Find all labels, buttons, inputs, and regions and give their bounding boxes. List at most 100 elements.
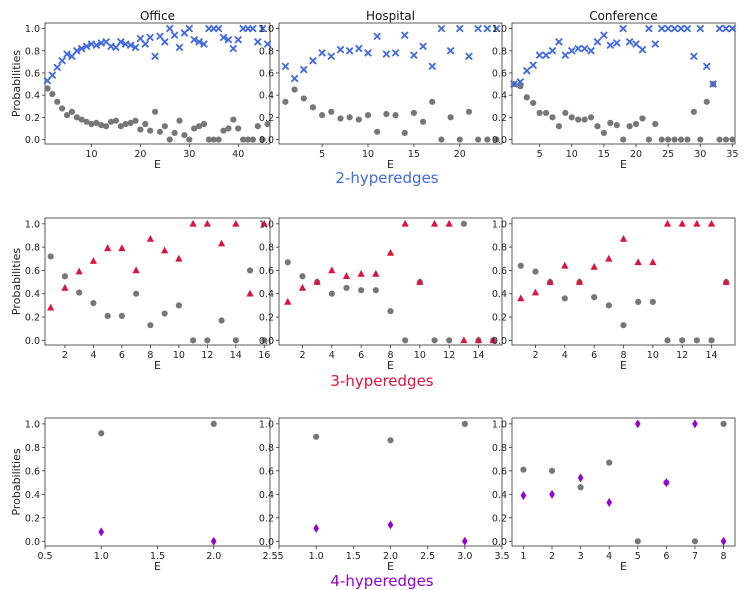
gray-point bbox=[59, 105, 66, 112]
x-marker-point bbox=[542, 51, 550, 60]
gray-point bbox=[691, 538, 699, 545]
gray-point bbox=[607, 119, 614, 127]
y-tick-label: 0.0 bbox=[492, 336, 507, 347]
gray-point bbox=[309, 104, 317, 111]
x-axis-label: E bbox=[387, 560, 394, 573]
x-tick-label: 6 bbox=[119, 350, 125, 361]
gray-point bbox=[649, 298, 656, 305]
x-tick-label: 20 bbox=[134, 149, 146, 160]
gray-point bbox=[355, 116, 362, 123]
y-tick-label: 0.2 bbox=[259, 513, 274, 524]
gray-point bbox=[343, 284, 350, 292]
gray-point bbox=[112, 117, 120, 124]
y-tick-label: 0.8 bbox=[259, 443, 274, 454]
triangle-point bbox=[75, 267, 83, 275]
y-tick-label: 0.4 bbox=[25, 91, 40, 102]
x-axis-label: E bbox=[620, 560, 627, 573]
gray-point bbox=[313, 433, 320, 440]
x-tick-label: .5 bbox=[274, 551, 283, 562]
gray-point bbox=[587, 114, 595, 121]
panel-5: 0.0 0.2 0.4 0.6 0.8 1.0 2 4 6 8 10 12 14 E bbox=[492, 217, 736, 372]
gray-point bbox=[103, 123, 110, 130]
gray-point bbox=[358, 287, 365, 294]
x-marker-point bbox=[522, 66, 531, 75]
gray-point bbox=[658, 136, 665, 143]
plot-frame bbox=[44, 217, 271, 346]
gray-point bbox=[401, 129, 408, 136]
x-marker-point bbox=[345, 46, 354, 55]
gray-point bbox=[402, 337, 409, 344]
x-marker-point bbox=[82, 42, 91, 51]
gray-point bbox=[523, 94, 530, 101]
gray-point bbox=[61, 273, 69, 280]
diamond-point bbox=[577, 473, 584, 483]
gray-point bbox=[90, 299, 97, 307]
triangle-point bbox=[47, 303, 55, 311]
panel-2: Conference 0.0 0.2 0.4 0.6 0.8 1.0 5 10 15 20 25 30 3… bbox=[492, 9, 739, 171]
gray-point bbox=[606, 459, 613, 466]
triangle-point bbox=[284, 297, 292, 305]
x-marker-point bbox=[58, 56, 66, 65]
triangle-point bbox=[217, 239, 226, 247]
x-tick-label: 2.5 bbox=[420, 551, 435, 562]
diamond-point bbox=[663, 478, 670, 488]
gray-point bbox=[720, 420, 727, 427]
x-tick-label: 2.0 bbox=[206, 551, 221, 562]
y-tick-label: 0.4 bbox=[492, 490, 507, 501]
x-tick-label: 10 bbox=[414, 350, 426, 361]
x-marker-point bbox=[702, 62, 711, 71]
y-tick-label: 0.6 bbox=[25, 466, 40, 477]
triangle-point bbox=[590, 262, 598, 270]
x-marker-point bbox=[529, 61, 538, 70]
gray-point bbox=[181, 132, 188, 139]
gray-point bbox=[300, 95, 307, 102]
gray-point bbox=[475, 136, 482, 143]
x-marker-point bbox=[72, 46, 81, 55]
gray-point bbox=[93, 119, 100, 127]
gray-point bbox=[419, 118, 427, 125]
y-tick-label: 0.6 bbox=[25, 266, 40, 277]
x-marker-point bbox=[382, 50, 391, 58]
triangle-point bbox=[460, 336, 468, 344]
x-marker-point bbox=[593, 38, 602, 46]
triangle-point bbox=[328, 266, 336, 274]
gray-point bbox=[259, 136, 266, 143]
triangle-point bbox=[372, 269, 380, 277]
x-marker-point bbox=[249, 24, 257, 33]
gray-point bbox=[708, 337, 715, 344]
gray-point bbox=[438, 136, 445, 143]
panel-title: Conference bbox=[589, 9, 658, 23]
x-tick-label: 12 bbox=[676, 350, 688, 361]
x-tick-label: 2 bbox=[532, 350, 538, 361]
y-tick-label: 1.0 bbox=[259, 419, 274, 430]
x-marker-point bbox=[625, 38, 634, 46]
gray-point bbox=[542, 109, 550, 117]
gray-point bbox=[520, 466, 527, 473]
gray-point bbox=[429, 98, 436, 105]
x-marker-point bbox=[561, 51, 570, 60]
x-marker-point bbox=[474, 24, 482, 33]
y-tick-label: 0.4 bbox=[492, 91, 507, 102]
gray-point bbox=[186, 136, 193, 143]
x-marker-point bbox=[165, 24, 174, 33]
x-tick-label: 2 bbox=[549, 551, 555, 562]
x-tick-label: 12 bbox=[201, 350, 213, 361]
plot-frame bbox=[278, 22, 503, 145]
gray-point bbox=[456, 136, 463, 143]
y-axis-label: Probabilities bbox=[10, 248, 23, 315]
x-marker-point bbox=[290, 74, 299, 83]
gray-point bbox=[548, 467, 556, 474]
gray-point bbox=[677, 136, 685, 143]
triangle-point bbox=[561, 261, 569, 269]
y-tick-label: 0.2 bbox=[25, 513, 40, 524]
x-marker-point bbox=[645, 24, 653, 33]
gray-point bbox=[484, 136, 491, 143]
x-tick-label: 14 bbox=[705, 350, 717, 361]
gray-point bbox=[635, 298, 642, 305]
diamond-point bbox=[462, 536, 468, 546]
x-tick-label: 10 bbox=[362, 149, 374, 160]
x-tick-label: 5 bbox=[635, 551, 641, 562]
y-tick-label: 0.8 bbox=[25, 243, 40, 254]
x-marker-point bbox=[253, 38, 262, 46]
x-tick-label: 7 bbox=[692, 551, 698, 562]
